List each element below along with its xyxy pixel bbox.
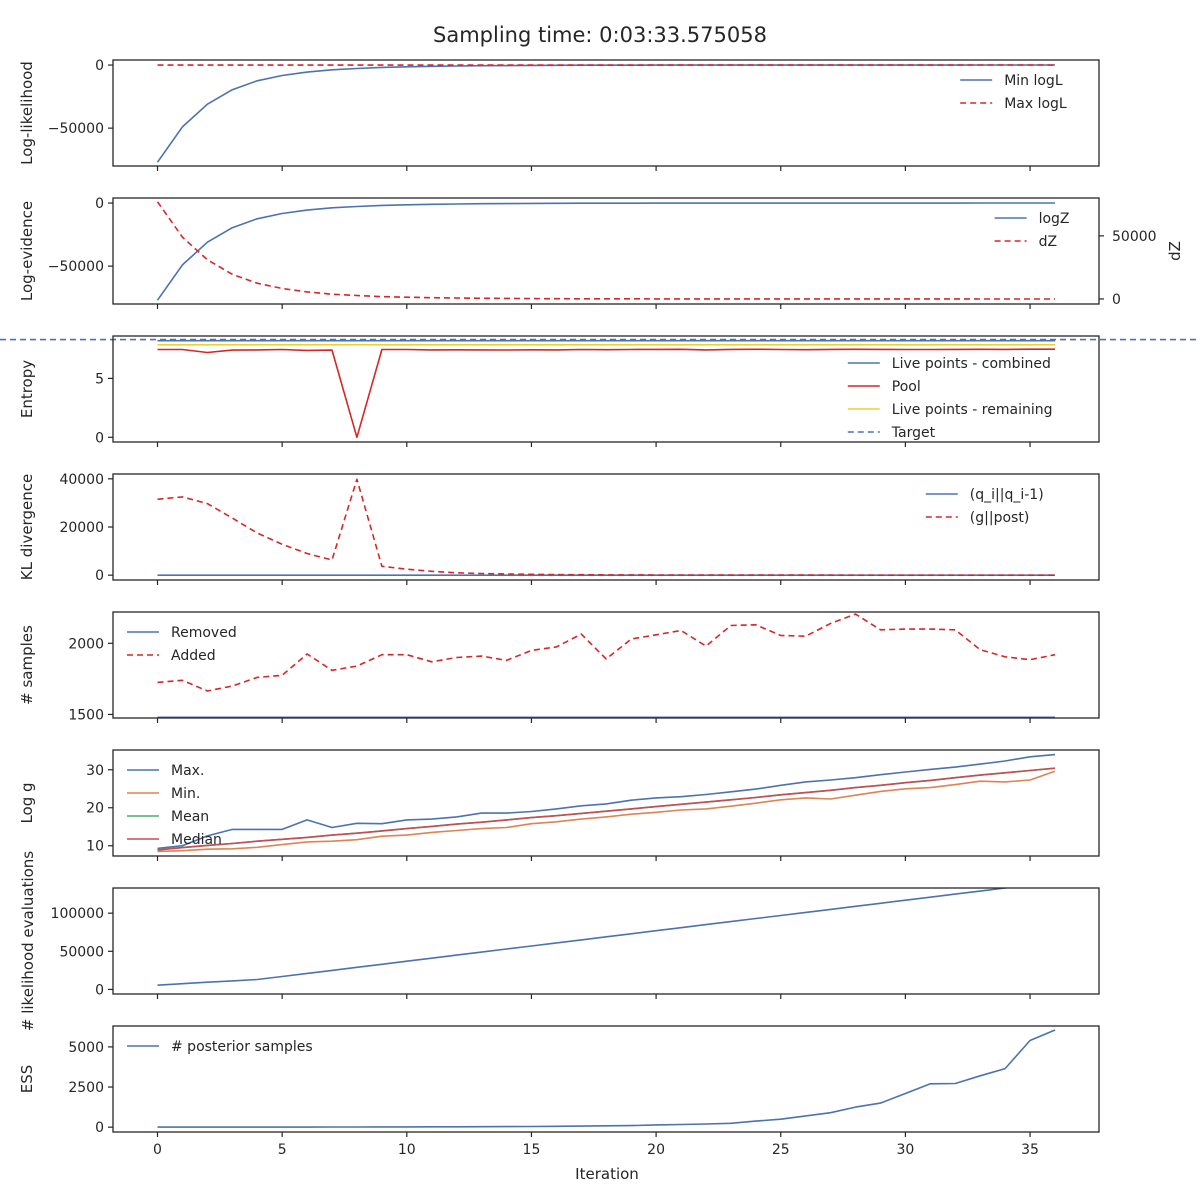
y-right-tick-label: 0 (1112, 292, 1121, 308)
panel-1: 0 −50000 Log-likelihood Min logL Max logL (18, 58, 1100, 171)
legend-label: logZ (1039, 211, 1070, 227)
y-tick-label: 0 (95, 982, 104, 998)
series-group (157, 888, 1012, 986)
series-line-median (157, 767, 1056, 851)
panel-5: 1500 2000 # samples Removed Added (18, 611, 1100, 723)
legend-label: dZ (1039, 234, 1057, 250)
y-axis-label: Log-evidence (18, 201, 36, 301)
series-line-dz (156, 201, 1055, 300)
y-tick-label: 2500 (68, 1080, 104, 1096)
y-axis-label: # likelihood evaluations (19, 851, 37, 1031)
y-tick-label: 50000 (59, 944, 104, 960)
series-line-min-logl (156, 64, 1055, 163)
series-line--posterior-samples (157, 1029, 1056, 1128)
series-group (156, 64, 1055, 163)
legend-label: Target (891, 425, 936, 441)
panel-6: 10 20 30 Log g Max. Min. Mean Median (18, 749, 1100, 861)
legend-label: # posterior samples (171, 1039, 313, 1055)
series-group (157, 753, 1056, 853)
legend-label: Median (171, 832, 222, 848)
y-tick-label: 0 (95, 196, 104, 212)
y-axis-label: Log g (18, 782, 36, 823)
y-tick-label: 40000 (59, 472, 104, 488)
y-axis-label: Entropy (18, 360, 36, 418)
panel-2: 0 −50000 0 50000 Log-evidence dZ logZ dZ (18, 196, 1184, 309)
y-tick-label: 20 (86, 801, 104, 817)
series-line-min- (157, 770, 1056, 853)
x-tick-label: 20 (647, 1142, 665, 1158)
y-tick-label: 2000 (68, 636, 104, 652)
series-line-pool (157, 348, 1055, 439)
x-tick-label: 0 (153, 1142, 162, 1158)
panels: 0 −50000 Log-likelihood Min logL Max logL 0 −5… (0, 58, 1200, 1158)
y-axis-label: ESS (18, 1065, 36, 1094)
panel-7: 0 50000 100000 # likelihood evaluations (19, 851, 1100, 1031)
y-tick-label: 0 (95, 430, 104, 446)
legend-label: Removed (171, 625, 237, 641)
legend-label: Max. (171, 763, 204, 779)
legend-label: Mean (171, 809, 209, 825)
series-group (157, 1029, 1056, 1128)
y-tick-label: −50000 (48, 121, 104, 137)
figure-title: Sampling time: 0:03:33.575058 (433, 23, 767, 47)
series-line-mean (157, 767, 1056, 851)
axes-frame (112, 749, 1100, 857)
y-tick-label: 0 (95, 568, 104, 584)
x-axis-label: Iteration (575, 1165, 639, 1183)
series-line--g-post- (157, 478, 1055, 577)
series-line-max- (157, 753, 1056, 850)
x-tick-label: 15 (523, 1142, 541, 1158)
legend-label: Pool (892, 379, 921, 395)
y-axis-label: Log-likelihood (18, 61, 36, 165)
y-axis-label: # samples (18, 625, 36, 705)
y-tick-label: 5000 (68, 1040, 104, 1056)
panel-3: 0 5 Entropy Live points - combined Pool Live … (0, 335, 1200, 447)
y-tick-label: 10 (86, 839, 104, 855)
legend-label: Min logL (1004, 73, 1063, 89)
axes-frame (112, 1025, 1100, 1133)
series-group (157, 339, 1055, 439)
legend-label: Live points - remaining (892, 402, 1053, 418)
y-tick-label: 30 (86, 763, 104, 779)
series-group (156, 201, 1055, 301)
axes-frame (112, 611, 1100, 719)
axes-frame (112, 59, 1100, 167)
series-line-added (157, 613, 1056, 692)
y-tick-label: −50000 (48, 259, 104, 275)
axes-frame (112, 887, 1100, 995)
x-tick-label: 30 (896, 1142, 914, 1158)
legend-label: Max logL (1004, 96, 1067, 112)
y-axis-label: KL divergence (18, 474, 36, 580)
axes-frame (112, 335, 1100, 443)
y-right-axis-label: dZ (1166, 241, 1184, 261)
panel-8: 0 2500 5000 ESS # posterior samples 0 5 10 15 20 2… (18, 1025, 1100, 1158)
series-group (157, 613, 1056, 718)
y-tick-label: 100000 (51, 906, 104, 922)
y-tick-label: 20000 (59, 520, 104, 536)
y-tick-label: 1500 (68, 707, 104, 723)
axes-frame (112, 197, 1100, 305)
panel-4: 0 20000 40000 KL divergence (q_i||q_i-1) (g||… (18, 472, 1100, 585)
x-tick-label: 10 (398, 1142, 416, 1158)
legend-label: Added (171, 648, 216, 664)
y-right-tick-label: 50000 (1112, 229, 1157, 245)
series-group (157, 478, 1055, 577)
axes-frame (112, 473, 1100, 581)
y-tick-label: 0 (95, 58, 104, 74)
x-tick-label: 35 (1021, 1142, 1039, 1158)
x-tick-label: 25 (772, 1142, 790, 1158)
series-line-data (157, 888, 1012, 986)
legend-label: (q_i||q_i-1) (970, 487, 1044, 503)
legend-label: Live points - combined (892, 356, 1051, 372)
x-tick-label: 5 (278, 1142, 287, 1158)
legend-label: Min. (171, 786, 200, 802)
y-tick-label: 0 (95, 1120, 104, 1136)
y-tick-label: 5 (95, 371, 104, 387)
legend-label: (g||post) (970, 510, 1029, 526)
series-line-logz (156, 202, 1055, 301)
